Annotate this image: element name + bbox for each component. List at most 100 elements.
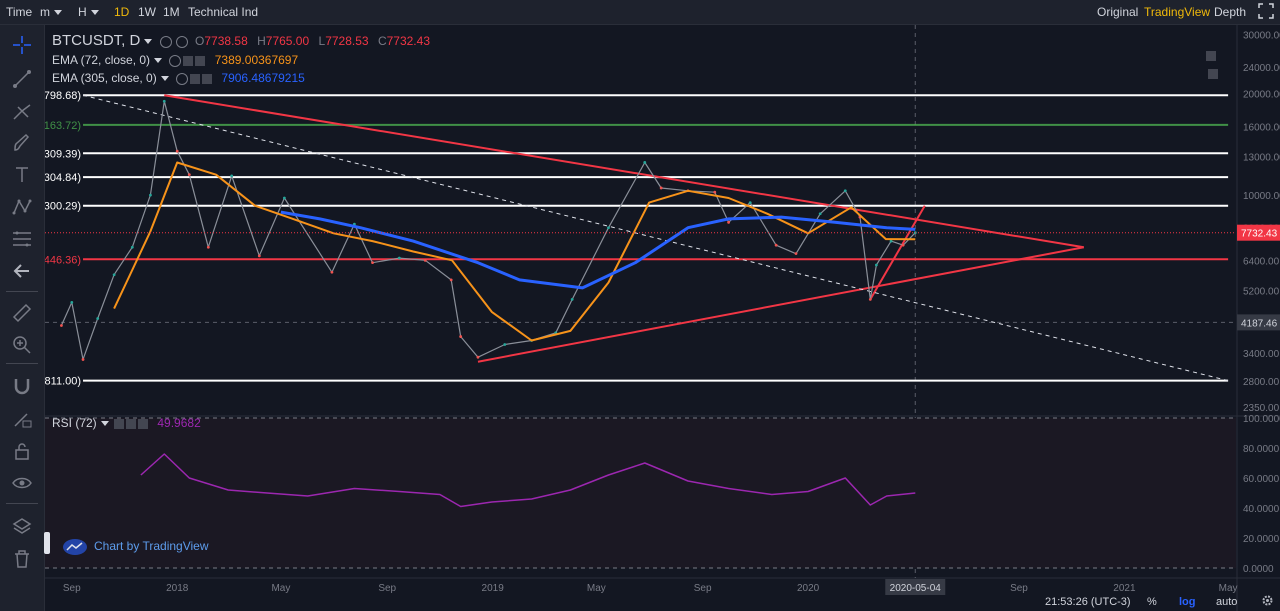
price-point — [727, 220, 730, 224]
settings-icon[interactable] — [176, 72, 189, 85]
chart-canvas[interactable]: 30000.00 24000.00 20000.00 16000.00 13000.00… — [45, 25, 1280, 611]
minute-dropdown[interactable]: m — [40, 4, 62, 20]
chevron-down-icon — [54, 10, 62, 16]
layers-icon[interactable] — [10, 515, 34, 539]
price-point — [130, 245, 134, 249]
time-tick-label: 2020-05-04 — [890, 583, 942, 594]
time-button[interactable]: Time — [6, 5, 33, 19]
pane-controls[interactable] — [1206, 48, 1232, 79]
price-point — [96, 317, 100, 320]
lock-icon[interactable] — [10, 439, 34, 463]
price-point — [643, 161, 647, 164]
interval-1m[interactable]: 1M — [163, 5, 180, 19]
settings-icon[interactable] — [114, 418, 125, 429]
pattern-icon[interactable] — [10, 195, 34, 219]
high-value: 7765.00 — [265, 34, 310, 48]
chevron-down-icon[interactable] — [100, 421, 109, 427]
brush-icon[interactable] — [10, 131, 34, 155]
open-value: 7738.58 — [204, 34, 248, 48]
rsi-value: 49.9682 — [157, 416, 201, 430]
log-scale-button[interactable]: log — [1179, 596, 1196, 608]
rsi-tick-label: 100.0000 — [1243, 414, 1280, 425]
tradingview-logo-icon — [63, 539, 87, 555]
price-point — [818, 212, 822, 216]
time-tick-label: 2020 — [797, 583, 820, 594]
price-line — [60, 100, 916, 360]
chevron-down-icon[interactable] — [160, 76, 169, 82]
eye-icon[interactable] — [10, 471, 34, 495]
zoom-icon[interactable] — [10, 333, 34, 357]
settings-icon[interactable] — [159, 35, 172, 48]
trendline-icon[interactable] — [10, 67, 34, 91]
interval-1d[interactable]: 1D — [114, 5, 130, 19]
price-tick-label: 24000.00 — [1243, 63, 1280, 74]
auto-scale-button[interactable]: auto — [1216, 596, 1238, 608]
clock: 21:53:26 (UTC-3) — [1045, 596, 1131, 608]
pitchfork-icon[interactable] — [10, 99, 34, 123]
price-tick-label: 20000.00 — [1243, 90, 1280, 101]
minute-label: m — [40, 5, 50, 19]
text-icon[interactable] — [10, 163, 34, 187]
time-tick-label: 2018 — [166, 583, 189, 594]
rsi-line — [140, 453, 916, 508]
low-label: L — [318, 34, 326, 48]
chevron-down-icon[interactable] — [144, 39, 153, 45]
close-value: 7732.43 — [386, 34, 430, 48]
close-icon[interactable] — [202, 73, 213, 84]
price-tick-label: 5200.00 — [1243, 287, 1280, 298]
price-tick-label: 2800.00 — [1243, 377, 1280, 388]
time-tick-label: Sep — [63, 583, 81, 594]
tradingview-brand[interactable]: Chart by TradingView — [62, 538, 209, 556]
price-point — [868, 298, 872, 301]
chevron-down-icon[interactable] — [154, 58, 163, 64]
ruler-icon[interactable] — [10, 301, 34, 325]
trendlines[interactable] — [82, 94, 1229, 382]
close-icon[interactable] — [195, 55, 206, 66]
settings-icon[interactable] — [169, 54, 182, 67]
lock-drawing-icon[interactable] — [10, 407, 34, 431]
view-depth[interactable]: Depth — [1214, 5, 1247, 19]
rsi-label[interactable]: RSI (72) — [52, 416, 97, 430]
price-tick-label: 13000.00 — [1243, 153, 1280, 164]
symbol-name[interactable]: BTCUSDT, D — [52, 32, 141, 49]
price-point — [149, 193, 152, 197]
gear-icon[interactable] — [1261, 594, 1274, 610]
ema72-value: 7389.00367697 — [214, 53, 299, 67]
close-icon[interactable] — [138, 418, 149, 429]
fullscreen-icon[interactable] — [1258, 3, 1274, 19]
visibility-icon[interactable] — [190, 73, 201, 84]
back-arrow-icon[interactable] — [10, 259, 34, 283]
interval-1w[interactable]: 1W — [138, 5, 156, 19]
triangle-trendline — [164, 94, 1084, 249]
crosshair-icon[interactable] — [10, 33, 34, 57]
collapse-pane-icon[interactable] — [1208, 69, 1218, 79]
visibility-icon[interactable] — [126, 418, 137, 429]
view-original[interactable]: Original — [1097, 5, 1139, 19]
view-tradingview[interactable]: TradingView — [1144, 5, 1211, 19]
fib-icon[interactable] — [10, 227, 34, 251]
rsi-pane — [45, 417, 1236, 569]
ema305-label[interactable]: EMA (305, close, 0) — [52, 71, 157, 85]
scroll-handle[interactable] — [44, 532, 50, 554]
time-tick-label: May — [1219, 583, 1238, 594]
visibility-icon[interactable] — [183, 55, 194, 66]
price-point — [476, 355, 480, 359]
price-point — [175, 149, 179, 153]
rsi-background — [45, 418, 1236, 568]
close-label: C — [377, 34, 387, 48]
fib-retracement[interactable]: 1(19798.68) 0.768(16163.72) 0.618(13309.39… — [45, 90, 1229, 388]
hour-dropdown[interactable]: H — [78, 4, 99, 20]
technical-indicators-button[interactable]: Technical Ind — [188, 5, 259, 19]
ema72-legend: EMA (72, close, 0) 7389.00367697 — [52, 53, 298, 67]
visibility-icon[interactable] — [175, 35, 188, 48]
ema305-legend: EMA (305, close, 0) 7906.48679215 — [52, 71, 305, 85]
percent-scale-button[interactable]: % — [1147, 596, 1157, 608]
fib-level-label: 0.214(6446.36) — [45, 254, 81, 266]
magnet-icon[interactable] — [10, 375, 34, 399]
trash-icon[interactable] — [10, 547, 34, 571]
price-point — [449, 278, 453, 282]
maximize-pane-icon[interactable] — [1206, 51, 1216, 61]
price-grid — [45, 25, 1280, 611]
price-point — [112, 273, 116, 277]
ema72-label[interactable]: EMA (72, close, 0) — [52, 53, 151, 67]
